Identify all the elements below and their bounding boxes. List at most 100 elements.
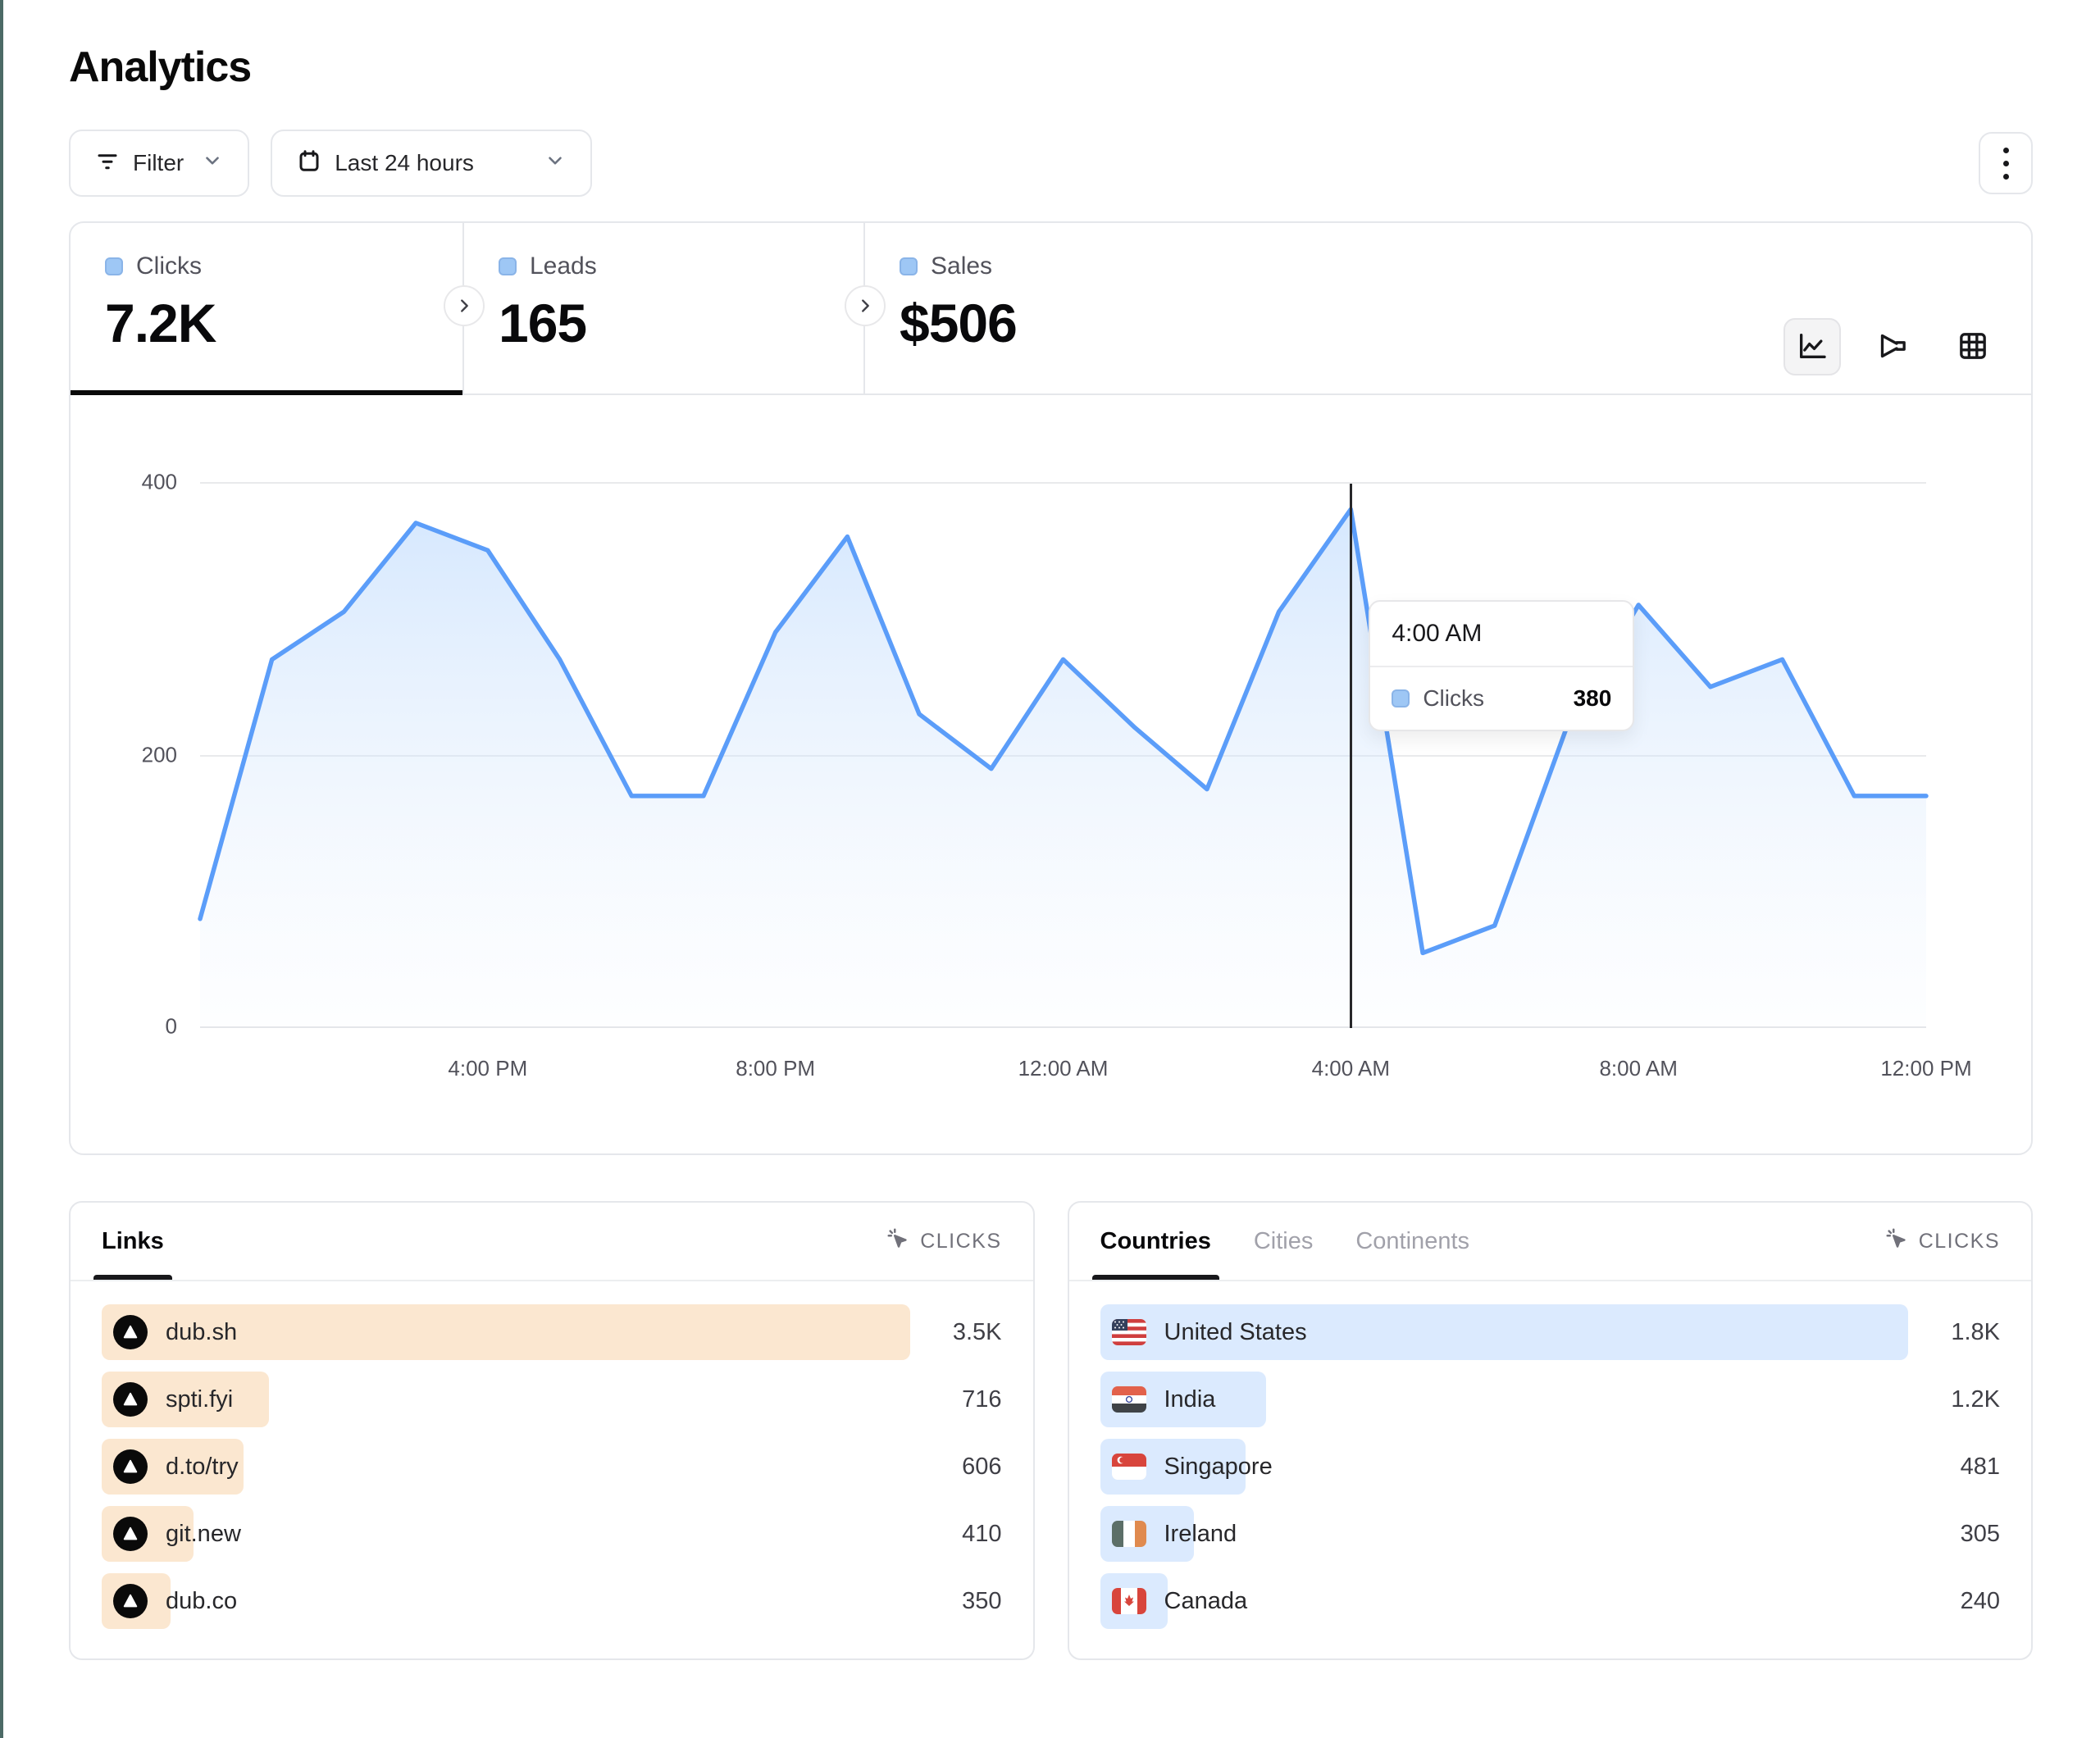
tab-continents[interactable]: Continents bbox=[1355, 1227, 1470, 1254]
expand-leads-button[interactable] bbox=[845, 285, 886, 326]
stat-tab-leads[interactable]: Leads 165 bbox=[464, 223, 865, 394]
link-row[interactable]: dub.sh 3.5K bbox=[102, 1304, 1002, 1360]
country-label: United States bbox=[1164, 1318, 1307, 1345]
link-label: d.to/try bbox=[166, 1453, 239, 1480]
link-clicks-count: 3.5K bbox=[952, 1318, 1002, 1345]
chart-type-selector bbox=[1783, 253, 2031, 394]
hover-crosshair-line bbox=[1350, 484, 1353, 1028]
link-clicks-count: 350 bbox=[962, 1587, 1002, 1614]
tab-countries[interactable]: Countries bbox=[1091, 1203, 1220, 1280]
metric-label: CLICKS bbox=[920, 1229, 1002, 1253]
stat-value: 7.2K bbox=[105, 293, 216, 353]
link-label: git.new bbox=[166, 1520, 241, 1547]
stat-tab-sales[interactable]: Sales $506 bbox=[865, 223, 2031, 394]
link-row[interactable]: d.to/try 606 bbox=[102, 1439, 1002, 1495]
line-chart-icon bbox=[1796, 330, 1829, 365]
country-label: Canada bbox=[1164, 1587, 1248, 1614]
x-tick-label: 4:00 AM bbox=[1311, 1056, 1391, 1081]
kebab-icon bbox=[2002, 147, 2009, 153]
country-row[interactable]: Canada 240 bbox=[1100, 1573, 2000, 1629]
stat-label: Clicks bbox=[136, 253, 202, 280]
link-row[interactable]: git.new 410 bbox=[102, 1506, 1002, 1562]
grid-table-icon bbox=[1957, 330, 1989, 365]
filter-icon bbox=[95, 148, 120, 179]
country-row[interactable]: India 1.2K bbox=[1100, 1372, 2000, 1427]
stat-label: Leads bbox=[530, 253, 597, 280]
table-view-button[interactable] bbox=[1944, 318, 2002, 375]
cursor-click-icon bbox=[886, 1226, 910, 1257]
link-clicks-count: 716 bbox=[962, 1385, 1002, 1413]
country-row[interactable]: Ireland 305 bbox=[1100, 1506, 2000, 1562]
country-row[interactable]: Singapore 481 bbox=[1100, 1439, 2000, 1495]
us-flag-icon bbox=[1111, 1319, 1146, 1345]
links-metric-toggle[interactable]: CLICKS bbox=[886, 1226, 1001, 1257]
filter-button[interactable]: Filter bbox=[69, 130, 250, 197]
tooltip-legend-square bbox=[1392, 689, 1410, 707]
singapore-flag-icon bbox=[1111, 1454, 1146, 1480]
cursor-click-icon bbox=[1884, 1226, 1909, 1257]
link-label: spti.fyi bbox=[166, 1385, 234, 1413]
stat-tab-clicks[interactable]: Clicks 7.2K bbox=[71, 223, 464, 395]
filter-button-label: Filter bbox=[133, 150, 184, 175]
gridline-400 bbox=[200, 482, 1926, 484]
stats-tabs-row: Clicks 7.2K Leads 165 Sales $506 bbox=[71, 223, 2031, 395]
country-clicks-count: 305 bbox=[1960, 1520, 2000, 1547]
y-tick-label: 0 bbox=[165, 1013, 177, 1039]
x-tick-label: 12:00 PM bbox=[1880, 1056, 1972, 1081]
chevron-down-icon bbox=[202, 150, 223, 177]
country-clicks-count: 1.2K bbox=[1951, 1385, 2000, 1413]
link-row[interactable]: dub.co 350 bbox=[102, 1573, 1002, 1629]
country-clicks-count: 481 bbox=[1960, 1453, 2000, 1480]
toolbar: Filter Last 24 hours bbox=[69, 130, 2033, 197]
link-clicks-count: 606 bbox=[962, 1453, 1002, 1480]
analytics-page: Analytics Filter Last 24 hours bbox=[69, 43, 2033, 1660]
page-title: Analytics bbox=[69, 43, 252, 91]
more-options-button[interactable] bbox=[1979, 132, 2033, 194]
chevron-down-icon bbox=[544, 150, 566, 177]
dub-logo-icon bbox=[113, 1382, 148, 1417]
geo-panel: Countries Cities Continents CLICKS bbox=[1067, 1201, 2033, 1660]
country-label: India bbox=[1164, 1385, 1216, 1413]
link-clicks-count: 410 bbox=[962, 1520, 1002, 1547]
tooltip-series-name: Clicks bbox=[1423, 685, 1484, 711]
window-edge-stripe bbox=[0, 0, 3, 1738]
tab-cities[interactable]: Cities bbox=[1253, 1227, 1314, 1254]
chart-plot-area: 400 200 0 4:00 AM bbox=[142, 470, 1929, 1039]
dub-logo-icon bbox=[113, 1449, 148, 1484]
link-bar bbox=[102, 1304, 910, 1360]
stat-label: Sales bbox=[931, 253, 993, 280]
canada-flag-icon bbox=[1111, 1588, 1146, 1614]
y-tick-label: 400 bbox=[141, 469, 177, 494]
leads-legend-square bbox=[499, 257, 517, 275]
tab-links[interactable]: Links bbox=[93, 1203, 172, 1280]
clicks-legend-square bbox=[105, 257, 123, 275]
geo-rows: United States 1.8K India 1.2K Singapor bbox=[1069, 1281, 2032, 1629]
x-tick-label: 8:00 AM bbox=[1599, 1056, 1678, 1081]
funnel-icon bbox=[1876, 330, 1909, 365]
country-row[interactable]: United States 1.8K bbox=[1100, 1304, 2000, 1360]
date-range-button[interactable]: Last 24 hours bbox=[271, 130, 593, 197]
line-chart-view-button[interactable] bbox=[1783, 318, 1841, 375]
geo-metric-toggle[interactable]: CLICKS bbox=[1884, 1226, 2000, 1257]
metric-label: CLICKS bbox=[1918, 1229, 2000, 1253]
calendar-icon bbox=[297, 148, 321, 179]
country-label: Ireland bbox=[1164, 1520, 1237, 1547]
country-label: Singapore bbox=[1164, 1453, 1273, 1480]
country-bar bbox=[1100, 1304, 1908, 1360]
clicks-time-series-chart[interactable]: 400 200 0 4:00 AM bbox=[71, 395, 2031, 1153]
tooltip-time: 4:00 AM bbox=[1370, 602, 1633, 667]
ireland-flag-icon bbox=[1111, 1521, 1146, 1547]
link-row[interactable]: spti.fyi 716 bbox=[102, 1372, 1002, 1427]
country-clicks-count: 240 bbox=[1960, 1587, 2000, 1614]
dub-logo-icon bbox=[113, 1584, 148, 1618]
links-panel-header: Links CLICKS bbox=[71, 1203, 1033, 1281]
sales-legend-square bbox=[900, 257, 918, 275]
y-tick-label: 200 bbox=[141, 742, 177, 767]
stat-value: $506 bbox=[900, 293, 1018, 353]
x-axis-labels: 4:00 PM 8:00 PM 12:00 AM 4:00 AM 8:00 AM… bbox=[200, 1056, 1971, 1089]
link-label: dub.co bbox=[166, 1587, 238, 1614]
funnel-view-button[interactable] bbox=[1864, 318, 1921, 375]
x-tick-label: 8:00 PM bbox=[736, 1056, 816, 1081]
links-panel: Links CLICKS dub.sh 3.5K bbox=[69, 1201, 1035, 1660]
expand-clicks-button[interactable] bbox=[444, 285, 485, 326]
